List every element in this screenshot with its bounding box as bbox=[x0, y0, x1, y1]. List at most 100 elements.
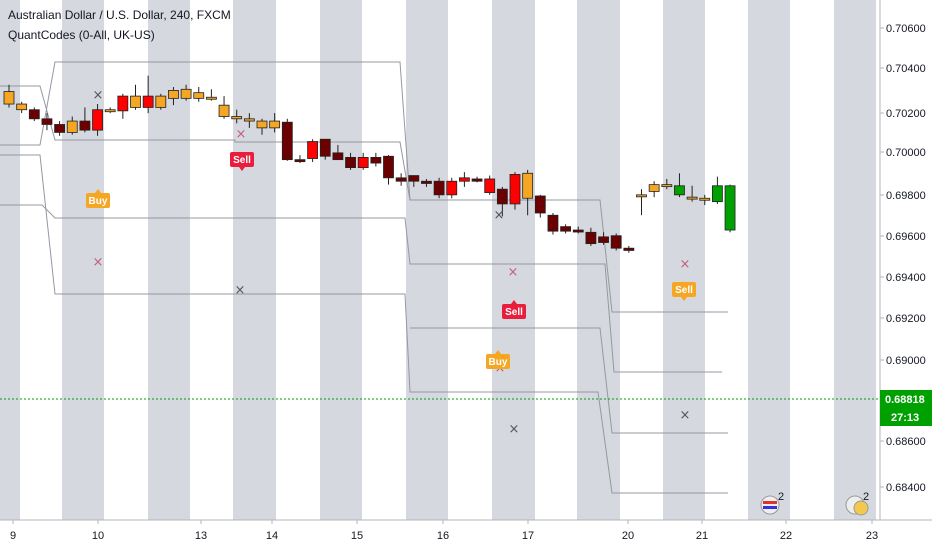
candle-body bbox=[319, 138, 331, 157]
session-band bbox=[62, 0, 104, 520]
svg-text:Buy: Buy bbox=[89, 196, 108, 207]
time-tick-label: 20 bbox=[622, 530, 634, 542]
candle-body bbox=[193, 92, 205, 99]
candle-body bbox=[572, 229, 584, 233]
time-tick-label: 9 bbox=[10, 530, 16, 542]
candle-body bbox=[294, 159, 306, 163]
sell-signal-label[interactable]: Sell bbox=[502, 300, 526, 319]
session-band bbox=[834, 0, 876, 520]
time-tick-label: 13 bbox=[195, 530, 207, 542]
event-count-2: 2 bbox=[863, 491, 869, 503]
candle-body bbox=[560, 226, 571, 232]
level-line bbox=[0, 154, 728, 494]
candle-body bbox=[54, 124, 65, 133]
candle-body bbox=[218, 104, 230, 117]
time-tick-label: 15 bbox=[351, 530, 363, 542]
indicator-title[interactable]: QuantCodes (0-All, UK-US) bbox=[8, 28, 155, 42]
candle-body bbox=[269, 120, 281, 129]
price-axis[interactable] bbox=[880, 0, 932, 520]
level-line bbox=[0, 61, 411, 201]
time-axis[interactable] bbox=[0, 520, 932, 550]
time-tick-label: 23 bbox=[866, 530, 878, 542]
session-band bbox=[748, 0, 790, 520]
candle-body bbox=[712, 185, 723, 203]
countdown-value: 27:13 bbox=[891, 412, 919, 424]
candle-body bbox=[534, 195, 546, 214]
time-tick-label: 17 bbox=[522, 530, 534, 542]
session-band bbox=[577, 0, 620, 520]
candle-body bbox=[205, 96, 217, 100]
time-tick-label: 16 bbox=[437, 530, 449, 542]
candle-body bbox=[522, 172, 534, 199]
price-tick-label: 0.69000 bbox=[886, 355, 926, 367]
candle-body bbox=[446, 180, 458, 196]
candle-body bbox=[3, 91, 15, 105]
cross-marker-icon: × bbox=[680, 408, 691, 423]
session-band bbox=[320, 0, 362, 520]
price-tick-label: 0.70400 bbox=[886, 63, 926, 75]
candle-body bbox=[610, 235, 622, 249]
time-tick-label: 22 bbox=[780, 530, 792, 542]
sell-signal-label[interactable]: Sell bbox=[230, 152, 254, 171]
event-count-1: 2 bbox=[778, 491, 784, 503]
candle-body bbox=[383, 155, 394, 179]
candle-body bbox=[598, 236, 609, 243]
signal-labels: Sell Buy Sell Buy Sell bbox=[86, 152, 696, 369]
candle-body bbox=[66, 120, 78, 133]
cross-marker-icon: × bbox=[680, 257, 691, 272]
session-band bbox=[0, 0, 20, 520]
economic-event-icon-1[interactable]: 2 bbox=[760, 491, 784, 515]
candle-body bbox=[699, 197, 711, 201]
svg-text:Buy: Buy bbox=[489, 357, 508, 368]
session-band bbox=[233, 0, 276, 520]
economic-event-icon-2[interactable]: 2 bbox=[845, 491, 869, 516]
cross-marker-icon: × bbox=[509, 422, 520, 437]
session-band bbox=[406, 0, 448, 520]
price-tick-label: 0.69800 bbox=[886, 190, 926, 202]
candle-body bbox=[281, 121, 293, 161]
price-tick-label: 0.69400 bbox=[886, 272, 926, 284]
candle-body bbox=[661, 184, 673, 188]
candle-body bbox=[41, 118, 53, 125]
candle-body bbox=[484, 178, 496, 193]
level-line bbox=[410, 327, 728, 434]
candle-body bbox=[724, 185, 736, 231]
price-tick-label: 0.69600 bbox=[886, 231, 926, 243]
candles bbox=[3, 75, 736, 253]
candle-body bbox=[686, 196, 698, 200]
candle-body bbox=[636, 194, 647, 198]
buy-signal-label[interactable]: Buy bbox=[86, 189, 110, 208]
price-tick-label: 0.70600 bbox=[886, 23, 926, 35]
candle-body bbox=[79, 120, 91, 131]
candle-body bbox=[155, 95, 167, 108]
candle-body bbox=[28, 109, 40, 120]
candle-body bbox=[332, 152, 344, 161]
candle-body bbox=[130, 95, 141, 108]
cross-marker-icon: × bbox=[508, 265, 519, 280]
buy-signal-label[interactable]: Buy bbox=[486, 350, 510, 369]
svg-text:Sell: Sell bbox=[675, 285, 693, 296]
symbol-title[interactable]: Australian Dollar / U.S. Dollar, 240, FX… bbox=[8, 8, 231, 22]
price-tick-label: 0.70000 bbox=[886, 147, 926, 159]
cross-marker-icon: × bbox=[93, 255, 104, 270]
cross-marker-icon: × bbox=[93, 88, 104, 103]
candle-body bbox=[16, 103, 28, 111]
candle-body bbox=[585, 231, 597, 245]
sell-signal-label[interactable]: Sell bbox=[672, 282, 696, 301]
candle-body bbox=[547, 214, 559, 232]
session-band bbox=[492, 0, 535, 520]
candle-body bbox=[243, 118, 255, 122]
price-axis-ticks: 0.70600 0.70400 0.70200 0.70000 0.69800 0.696… bbox=[880, 23, 926, 494]
time-axis-ticks: 9 10 13 14 15 16 17 20 21 22 23 bbox=[10, 520, 878, 542]
candle-body bbox=[117, 95, 129, 112]
current-price-badge: 0.68818 bbox=[880, 390, 932, 408]
svg-text:Sell: Sell bbox=[233, 155, 251, 166]
countdown-badge: 27:13 bbox=[880, 408, 932, 426]
candle-body bbox=[496, 188, 508, 205]
candle-body bbox=[421, 180, 432, 184]
candle-body bbox=[307, 141, 319, 159]
time-tick-label: 10 bbox=[92, 530, 104, 542]
candle-body bbox=[674, 185, 685, 196]
candle-body bbox=[92, 109, 103, 131]
